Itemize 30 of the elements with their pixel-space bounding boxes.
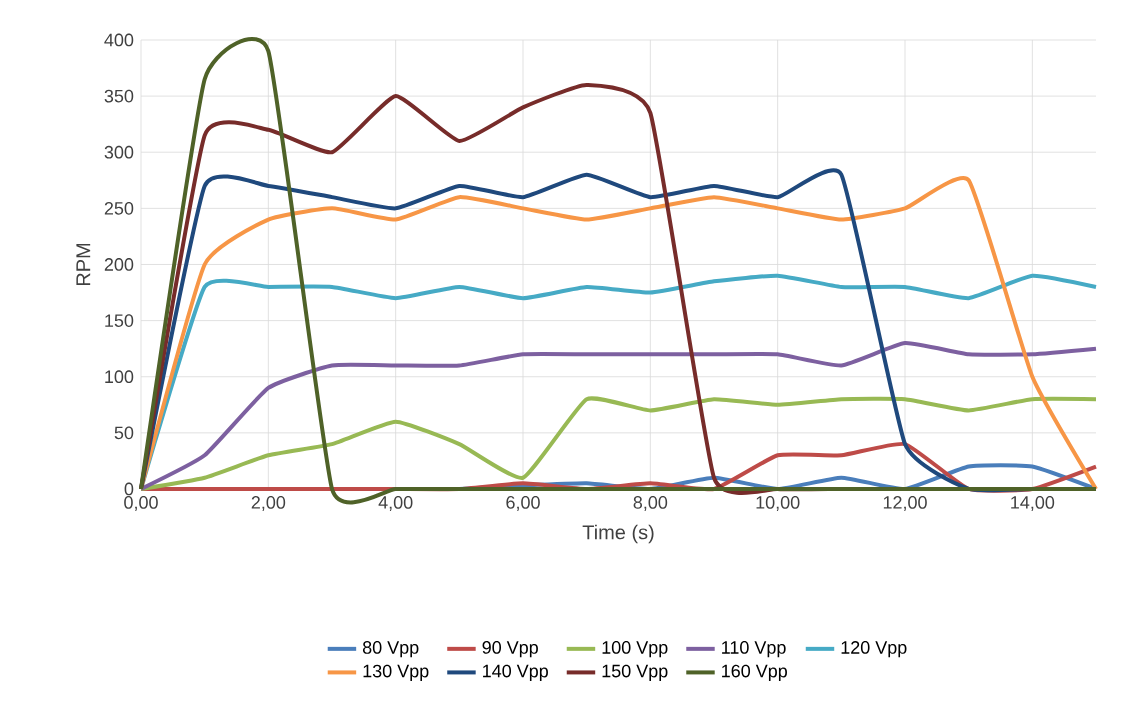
y-tick-label: 150 — [105, 314, 134, 327]
x-axis-title: Time (s) — [582, 524, 654, 544]
line-series — [139, 396, 1099, 491]
y-axis-title: RPM — [76, 243, 91, 286]
x-tick-label: 2,00 — [251, 496, 286, 511]
x-tick-label: 10,00 — [756, 496, 800, 511]
x-tick-label: 8,00 — [633, 496, 668, 511]
y-tick-label: 350 — [104, 89, 134, 103]
y-tick-label: 100 — [105, 370, 134, 384]
legend-label: 120 Vpp — [841, 641, 907, 658]
legend-label: 150 Vpp — [602, 664, 668, 681]
y-tick-label: 200 — [104, 258, 134, 271]
legend-label: 140 Vpp — [483, 664, 548, 681]
legend-label: 80 Vpp — [362, 641, 419, 658]
y-tick-label: 400 — [104, 33, 134, 47]
x-tick-label: 4,00 — [378, 496, 413, 511]
legend-label: 110 Vpp — [722, 641, 786, 658]
y-tick-label: 0 — [124, 482, 134, 496]
line-series — [139, 341, 1099, 491]
legend-label: 130 Vpp — [363, 664, 429, 681]
legend-label: 90 Vpp — [482, 641, 538, 658]
x-tick-label: 0,00 — [124, 496, 158, 511]
y-tick-label: 50 — [114, 426, 134, 440]
x-tick-label: 12,00 — [883, 496, 927, 511]
x-tick-label: 6,00 — [506, 496, 540, 511]
legend-label: 100 Vpp — [602, 641, 668, 658]
x-tick-label: 14,00 — [1011, 496, 1055, 511]
y-tick-label: 250 — [104, 201, 134, 215]
y-tick-label: 300 — [104, 145, 134, 159]
legend-label: 160 Vpp — [722, 664, 787, 681]
